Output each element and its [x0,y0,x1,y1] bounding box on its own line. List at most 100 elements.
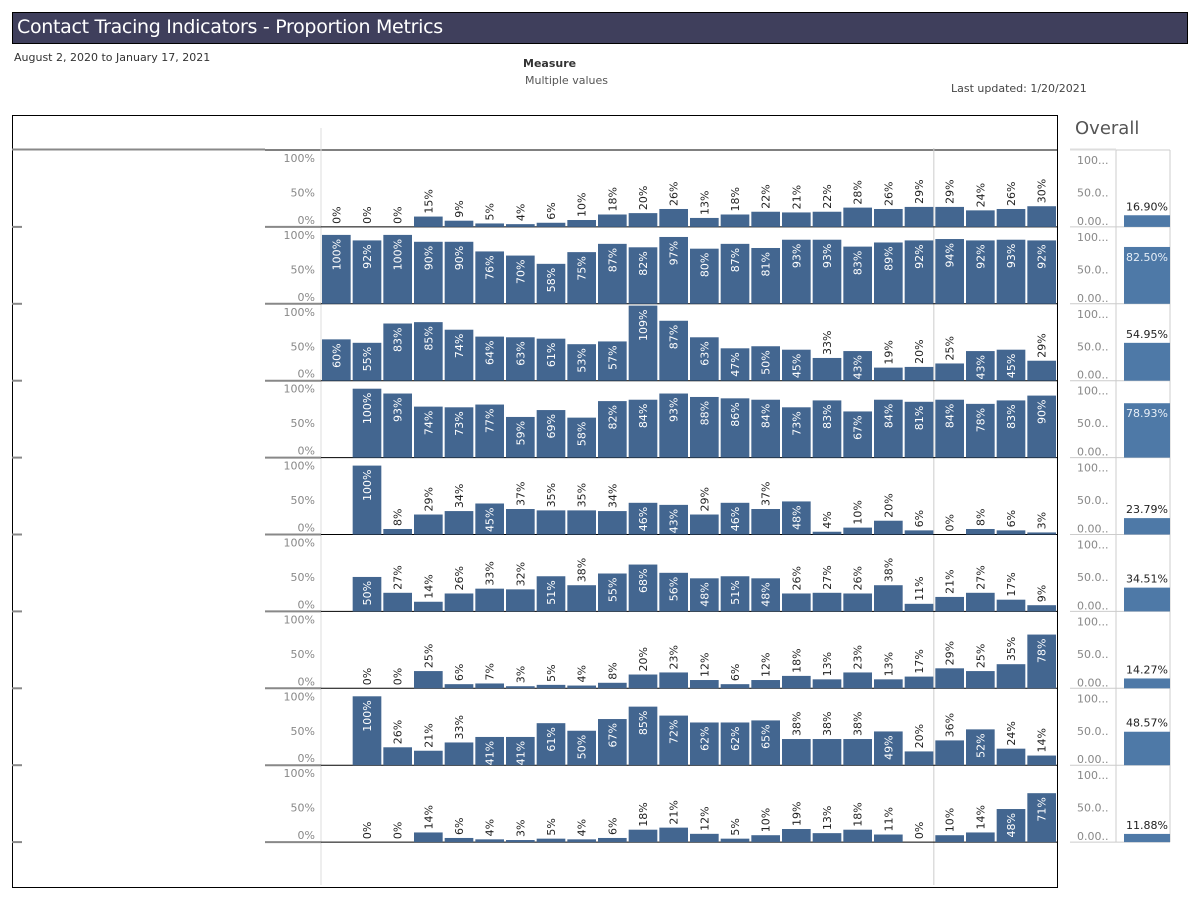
overall-value-label: 11.88% [1126,819,1168,832]
bar-value-label: 21% [668,800,681,824]
bar-value-label: 83% [852,251,865,275]
bar-value-label: 76% [484,255,497,279]
bar [1027,634,1056,689]
overall-y-tick-label: 50.0.. [1077,417,1109,430]
bar-value-label: 92% [974,244,987,268]
bar [536,838,566,843]
bar-value-label: 35% [576,483,589,507]
bar-value-label: 48% [760,582,773,606]
bar [782,349,811,381]
bar-value-label: 29% [698,487,711,511]
bar-value-label: 12% [698,806,711,830]
y-tick-label: 0% [298,598,315,611]
bar-value-label: 92% [361,244,374,268]
bar [414,216,443,227]
bar [812,400,842,458]
bar [628,247,658,304]
bar-value-label: 18% [729,187,742,211]
bar-value-label: 51% [545,580,558,604]
overall-bar [1124,833,1170,843]
bar-value-label: 50% [361,581,374,605]
bar-value-label: 84% [944,404,957,428]
y-tick-label: 0% [298,291,315,304]
bar [475,251,504,304]
bar-value-label: 19% [882,340,895,364]
bar [874,731,903,766]
bar [1027,793,1056,843]
bar-value-label: 37% [760,482,773,506]
bar-value-label: 25% [974,644,987,668]
bar [383,592,412,612]
bar-value-label: 45% [1005,354,1018,378]
bar [536,576,566,612]
bar-value-label: 62% [698,726,711,750]
measure-filter-value[interactable]: Multiple values [525,74,608,87]
bar [628,213,658,227]
bar [782,212,811,227]
bar-value-label: 5% [729,818,742,835]
bar-value-label: 65% [760,724,773,748]
bar [843,351,872,381]
bar [904,206,934,227]
bar [782,739,811,766]
bar-value-label: 80% [698,253,711,277]
overall-value-label: 23.79% [1126,503,1168,516]
bar [782,239,811,304]
bar-value-label: 33% [484,561,497,585]
bar-value-label: 26% [453,566,466,590]
bar-value-label: 41% [484,741,497,765]
bar [904,603,934,612]
bar-value-label: 24% [974,183,987,207]
bar [567,220,596,227]
bar [536,510,566,535]
bar [843,411,872,458]
y-tick-label: 100% [284,229,315,242]
bar [659,572,688,612]
bar-value-label: 0% [392,206,405,223]
bar-value-label: 21% [944,569,957,593]
bar-value-label: 6% [606,818,619,835]
bar-value-label: 6% [913,510,926,527]
bar-value-label: 93% [821,244,834,268]
bar-value-label: 12% [760,653,773,677]
bar-value-label: 8% [974,509,987,526]
bar-value-label: 20% [637,186,650,210]
bar [812,357,842,381]
bar-value-label: 37% [514,482,527,506]
bar-value-label: 26% [668,182,681,206]
bar [567,344,596,381]
bar-value-label: 29% [913,179,926,203]
bar-value-label: 14% [1036,728,1049,752]
bar-value-label: 84% [882,404,895,428]
bar [690,833,719,843]
bar-value-label: 25% [944,336,957,360]
bar [874,834,903,843]
bar-value-label: 90% [1036,400,1049,424]
bar-value-label: 15% [422,189,435,213]
bar-value-label: 70% [514,260,527,284]
bar-value-label: 74% [422,411,435,435]
bar [812,592,842,612]
bar [628,829,658,843]
y-tick-label: 0% [298,445,315,458]
bar [966,240,995,304]
bar [628,706,658,766]
bar [904,530,934,535]
metric-row-3: 100% 50% 0% 60% 55% 83% 85% 74% 64% 63% 61% 53% 57% 1… [12,305,1057,382]
measure-filter-label: Measure [523,57,577,70]
bar [414,601,443,612]
overall-row-7: 100... 50.0.. 0.00.. 14.27% [1070,615,1170,689]
bar [720,576,750,612]
bar-value-label: 93% [668,398,681,422]
bar-value-label: 83% [821,404,834,428]
overall-y-tick-label: 0.00.. [1077,830,1109,843]
metric-row-2: 100% 50% 0% 100% 92% 100% 90% 90% 76% 70% 58% 75% 87… [12,229,1057,305]
bar [536,723,566,766]
bar-value-label: 22% [760,184,773,208]
metric-row-4: 100% 50% 0% 100% 93% 74% 73% 77% 59% 69% 58% 82% 84%… [12,383,1057,459]
y-tick-label: 50% [291,494,315,507]
bar [567,585,596,612]
overall-y-tick-label: 0.00.. [1077,292,1109,305]
bar-value-label: 0% [392,668,405,685]
bar [475,223,504,227]
